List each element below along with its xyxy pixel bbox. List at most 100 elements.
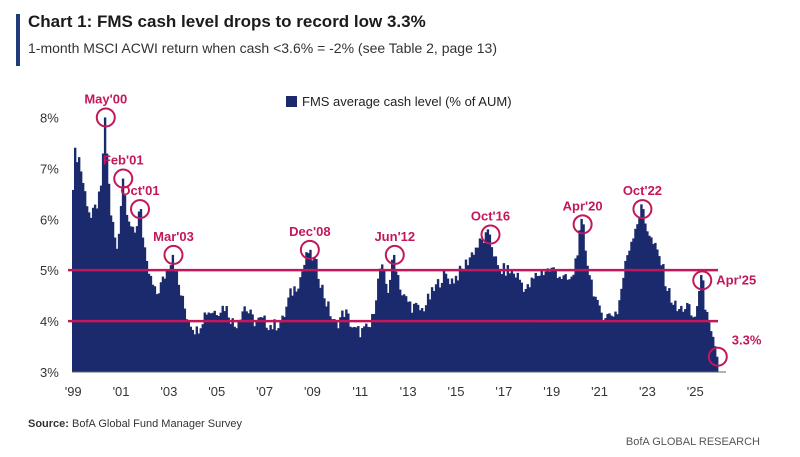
data-bar bbox=[684, 309, 687, 372]
annotation-circle bbox=[572, 214, 593, 235]
legend-swatch bbox=[286, 96, 297, 107]
data-bar bbox=[107, 183, 111, 372]
data-bar bbox=[237, 321, 240, 372]
data-bar bbox=[93, 204, 97, 372]
data-bar bbox=[291, 295, 294, 372]
data-bar bbox=[177, 284, 181, 372]
annotation-circle bbox=[163, 244, 184, 265]
data-bar bbox=[420, 308, 424, 372]
data-bar bbox=[157, 293, 161, 372]
x-tick-label: '23 bbox=[639, 384, 656, 399]
data-bar bbox=[428, 299, 432, 372]
data-bar bbox=[446, 278, 450, 372]
annotation-label: Mar'03 bbox=[153, 229, 194, 244]
data-bar bbox=[265, 327, 268, 372]
data-bar bbox=[714, 346, 717, 372]
data-bar bbox=[205, 314, 208, 372]
data-bar bbox=[119, 206, 123, 372]
data-bar bbox=[227, 317, 230, 372]
data-bar bbox=[337, 328, 340, 372]
data-bar bbox=[163, 278, 167, 372]
data-bar bbox=[143, 247, 147, 372]
data-bar bbox=[269, 324, 272, 372]
data-bar bbox=[644, 223, 647, 372]
data-bar bbox=[562, 275, 565, 372]
data-bar bbox=[249, 309, 252, 372]
x-tick-label: '13 bbox=[400, 384, 417, 399]
data-bar bbox=[247, 313, 250, 372]
data-bar bbox=[488, 234, 492, 372]
data-bar bbox=[400, 295, 404, 372]
annotation-circle bbox=[632, 199, 653, 220]
chart-subtitle: 1-month MSCI ACWI return when cash <3.6%… bbox=[28, 40, 497, 56]
data-bar bbox=[111, 221, 115, 372]
data-bar bbox=[534, 272, 537, 372]
data-bar bbox=[396, 275, 400, 372]
x-tick-label: '17 bbox=[495, 384, 512, 399]
data-bar bbox=[309, 249, 312, 372]
data-bar bbox=[668, 288, 671, 372]
annotation-label: May'00 bbox=[84, 91, 127, 106]
data-bar bbox=[263, 315, 266, 372]
data-bar bbox=[410, 312, 414, 372]
data-bar bbox=[159, 282, 163, 372]
data-bar bbox=[598, 305, 601, 372]
data-bar bbox=[217, 316, 220, 372]
data-bar bbox=[339, 317, 342, 372]
data-bar bbox=[305, 252, 308, 372]
data-bar bbox=[361, 328, 364, 372]
data-bar bbox=[97, 191, 101, 372]
data-bar bbox=[85, 206, 89, 372]
data-bar bbox=[389, 279, 392, 372]
data-bar bbox=[504, 275, 508, 372]
source-text: BofA Global Fund Manager Survey bbox=[72, 418, 243, 430]
data-bar bbox=[464, 259, 468, 372]
data-bar bbox=[664, 286, 667, 372]
data-bar bbox=[506, 265, 510, 372]
data-bar bbox=[654, 242, 657, 372]
data-bar bbox=[578, 230, 581, 372]
data-bar bbox=[604, 318, 607, 372]
y-tick-label: 7% bbox=[40, 161, 59, 176]
data-bar bbox=[145, 261, 149, 372]
data-bar bbox=[371, 314, 374, 372]
data-bar bbox=[125, 214, 129, 372]
data-bar bbox=[179, 295, 183, 372]
data-bar bbox=[432, 291, 436, 372]
source-note: Source: BofA Global Fund Manager Survey bbox=[28, 418, 242, 430]
x-tick-label: '03 bbox=[160, 384, 177, 399]
data-bar bbox=[243, 306, 246, 372]
data-bar bbox=[576, 255, 579, 372]
data-bar bbox=[398, 289, 402, 372]
annotation-circle bbox=[95, 107, 116, 128]
data-bar bbox=[658, 256, 661, 372]
data-bar bbox=[307, 253, 310, 372]
data-bar bbox=[229, 323, 232, 372]
data-bar bbox=[652, 244, 655, 372]
data-bar bbox=[197, 333, 200, 372]
data-bar bbox=[700, 275, 703, 372]
data-bar bbox=[620, 288, 623, 372]
data-bar bbox=[690, 315, 693, 372]
data-bar bbox=[674, 300, 677, 372]
data-bar bbox=[391, 259, 394, 372]
annotation-circle bbox=[113, 168, 134, 189]
data-bar bbox=[632, 238, 635, 372]
data-bar bbox=[211, 312, 214, 372]
data-bar bbox=[704, 309, 707, 372]
data-bar bbox=[688, 304, 691, 372]
x-tick-label: '11 bbox=[352, 384, 368, 399]
data-bar bbox=[317, 278, 320, 372]
annotation-circle bbox=[384, 244, 405, 265]
data-bar bbox=[261, 317, 264, 372]
y-tick-label: 6% bbox=[40, 212, 59, 227]
data-bar bbox=[470, 252, 474, 372]
annotation-label: 3.3% bbox=[732, 333, 762, 348]
data-bar bbox=[223, 311, 226, 372]
data-bar bbox=[149, 275, 153, 372]
data-bar bbox=[486, 229, 490, 372]
data-bar bbox=[375, 300, 378, 372]
data-bar bbox=[87, 212, 91, 372]
x-tick-label: '09 bbox=[304, 384, 321, 399]
data-bar bbox=[482, 242, 486, 372]
